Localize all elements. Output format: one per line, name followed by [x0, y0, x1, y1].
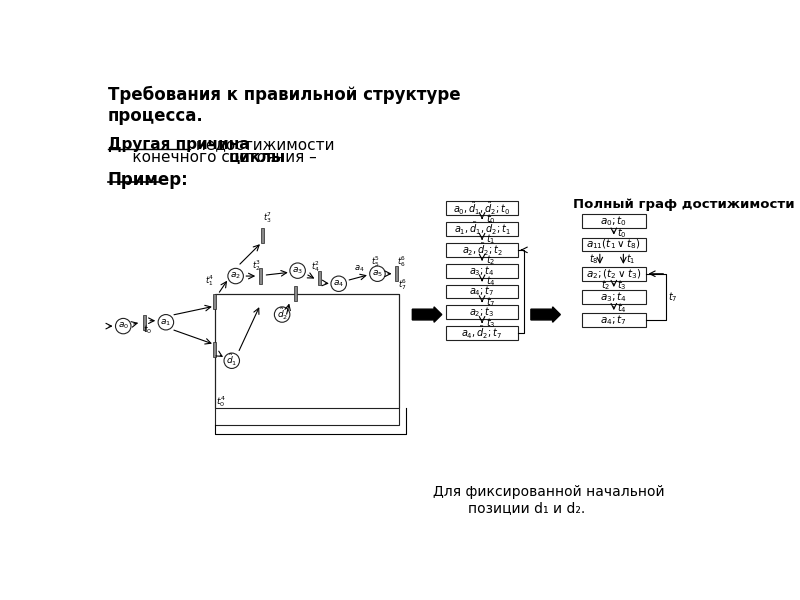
FancyArrow shape — [531, 307, 560, 322]
Text: $a_3$: $a_3$ — [292, 265, 303, 276]
Circle shape — [331, 276, 346, 292]
Text: $a_5$: $a_5$ — [372, 268, 383, 279]
Text: $a_4$: $a_4$ — [333, 278, 344, 289]
FancyBboxPatch shape — [446, 305, 518, 319]
Text: $a_0;t_0$: $a_0;t_0$ — [600, 214, 627, 228]
FancyBboxPatch shape — [582, 214, 646, 229]
Text: $a_4$: $a_4$ — [354, 263, 365, 274]
Text: $t_4$: $t_4$ — [617, 301, 626, 315]
Text: $t_2$: $t_2$ — [486, 253, 495, 267]
Circle shape — [228, 268, 243, 284]
Text: $a_2;t_3$: $a_2;t_3$ — [470, 305, 494, 319]
Bar — [395, 266, 398, 281]
FancyArrow shape — [412, 307, 442, 322]
Text: $a_4,\tilde{d}_2;t_7$: $a_4,\tilde{d}_2;t_7$ — [462, 325, 502, 341]
Text: $t_0$: $t_0$ — [486, 212, 496, 226]
Text: Для фиксированной начальной
        позиции d₁ и d₂.: Для фиксированной начальной позиции d₁ и… — [434, 485, 665, 515]
Text: Пример:: Пример: — [108, 170, 189, 188]
Text: $\tilde{d}_2$: $\tilde{d}_2$ — [277, 307, 288, 322]
Text: $t_7$: $t_7$ — [668, 290, 678, 304]
FancyBboxPatch shape — [446, 202, 518, 215]
Bar — [142, 314, 146, 330]
Text: $t_2$: $t_2$ — [602, 278, 610, 292]
Text: циклы: циклы — [229, 150, 286, 165]
FancyBboxPatch shape — [582, 290, 646, 304]
Text: $t_7^6$: $t_7^6$ — [398, 277, 407, 292]
Text: $t_1^4$: $t_1^4$ — [205, 274, 214, 288]
Text: $a_2,\tilde{d}_2;t_2$: $a_2,\tilde{d}_2;t_2$ — [462, 241, 502, 258]
Text: $a_2;(t_2\vee t_3)$: $a_2;(t_2\vee t_3)$ — [586, 267, 642, 281]
Text: $\tilde{d}_1$: $\tilde{d}_1$ — [226, 353, 238, 368]
FancyBboxPatch shape — [582, 267, 646, 281]
Circle shape — [115, 319, 131, 334]
Text: $t_3^7$: $t_3^7$ — [262, 210, 272, 225]
Circle shape — [290, 263, 306, 278]
Text: Требования к правильной структуре
процесса.: Требования к правильной структуре процес… — [108, 86, 460, 125]
Text: $t_0$: $t_0$ — [617, 226, 626, 240]
FancyBboxPatch shape — [582, 313, 646, 327]
FancyBboxPatch shape — [446, 264, 518, 278]
Text: $a_{11}(t_1\vee t_8)$: $a_{11}(t_1\vee t_8)$ — [586, 238, 641, 251]
Text: конечного состояния –: конечного состояния – — [108, 150, 322, 165]
Bar — [262, 227, 264, 243]
Circle shape — [274, 307, 290, 322]
Bar — [213, 294, 216, 309]
Text: $t_6^6$: $t_6^6$ — [397, 254, 406, 269]
FancyBboxPatch shape — [446, 243, 518, 257]
Text: $a_3;t_4$: $a_3;t_4$ — [470, 264, 495, 278]
Text: $a_1,\tilde{d}_1,\tilde{d}_2;t_1$: $a_1,\tilde{d}_1,\tilde{d}_2;t_1$ — [454, 221, 510, 238]
FancyBboxPatch shape — [446, 222, 518, 236]
FancyBboxPatch shape — [582, 238, 646, 251]
Text: $t_8$: $t_8$ — [589, 252, 598, 266]
Text: $t_3$: $t_3$ — [617, 278, 626, 292]
Circle shape — [370, 266, 386, 281]
FancyBboxPatch shape — [446, 326, 518, 340]
Text: $t_2^3$: $t_2^3$ — [252, 258, 261, 273]
Text: $a_4;t_7$: $a_4;t_7$ — [470, 284, 494, 298]
Text: $a_4;t_7$: $a_4;t_7$ — [600, 313, 627, 327]
FancyBboxPatch shape — [446, 284, 518, 298]
Text: .: . — [269, 150, 274, 165]
Text: Другая причина: Другая причина — [108, 137, 250, 152]
Text: $t_3$: $t_3$ — [486, 316, 495, 329]
Text: $a_1$: $a_1$ — [160, 317, 171, 328]
Text: $t_1$: $t_1$ — [626, 252, 635, 266]
Text: $a_3;t_4$: $a_3;t_4$ — [600, 290, 627, 304]
Bar — [294, 286, 297, 301]
Bar — [213, 341, 216, 357]
Text: $t_0$: $t_0$ — [142, 323, 152, 336]
Text: недостижимости: недостижимости — [191, 137, 335, 152]
Text: $a_0,\tilde{d}_1,\tilde{d}_2;t_0$: $a_0,\tilde{d}_1,\tilde{d}_2;t_0$ — [454, 200, 510, 217]
Circle shape — [158, 314, 174, 330]
Text: $a_2$: $a_2$ — [230, 271, 241, 281]
Circle shape — [224, 353, 239, 368]
Text: $t_4$: $t_4$ — [486, 274, 496, 288]
Text: Полный граф достижимости: Полный граф достижимости — [573, 197, 794, 211]
Text: $t_0^4$: $t_0^4$ — [216, 394, 226, 409]
Text: $t_4^2$: $t_4^2$ — [310, 259, 320, 274]
Text: $t_1$: $t_1$ — [486, 233, 495, 247]
Bar — [259, 268, 262, 284]
Text: $t_7$: $t_7$ — [486, 295, 495, 309]
Bar — [318, 271, 321, 285]
Text: $t_5^5$: $t_5^5$ — [371, 254, 381, 269]
Text: $a_0$: $a_0$ — [118, 321, 129, 331]
